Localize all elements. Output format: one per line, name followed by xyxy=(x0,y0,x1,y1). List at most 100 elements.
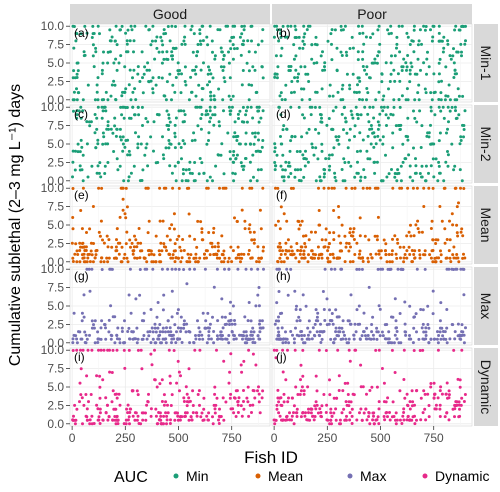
data-point xyxy=(155,35,159,39)
data-point xyxy=(393,371,397,374)
data-point xyxy=(217,87,221,91)
data-point xyxy=(204,319,208,323)
data-point xyxy=(179,91,183,95)
data-point xyxy=(458,337,462,341)
data-point xyxy=(182,319,186,323)
data-point xyxy=(109,94,113,98)
data-point xyxy=(464,24,467,28)
data-point xyxy=(165,418,169,422)
data-point xyxy=(429,109,433,113)
data-point xyxy=(250,83,254,87)
data-point xyxy=(246,319,250,323)
data-point xyxy=(315,315,319,319)
data-point xyxy=(418,28,422,32)
data-point xyxy=(350,186,354,190)
data-point xyxy=(371,32,375,36)
data-point xyxy=(194,337,198,341)
data-point xyxy=(109,304,113,308)
data-point xyxy=(448,219,451,223)
panel-label: (a) xyxy=(74,26,89,40)
data-point xyxy=(107,256,111,260)
data-point xyxy=(253,131,257,135)
data-point xyxy=(72,333,76,337)
data-point xyxy=(419,146,423,149)
data-point xyxy=(356,83,359,87)
data-point xyxy=(398,50,402,54)
data-point xyxy=(403,322,407,326)
data-point xyxy=(199,415,203,419)
data-point xyxy=(239,404,243,408)
data-point xyxy=(374,142,378,146)
data-point xyxy=(151,267,155,271)
data-point xyxy=(348,359,352,363)
data-point xyxy=(248,223,252,227)
data-point xyxy=(346,381,350,385)
data-point xyxy=(460,179,464,183)
data-point xyxy=(149,79,153,83)
data-point xyxy=(145,68,149,72)
data-point xyxy=(232,337,236,341)
data-point xyxy=(279,54,283,58)
data-point xyxy=(275,403,279,407)
data-point xyxy=(228,312,232,316)
data-point xyxy=(451,253,455,257)
data-point xyxy=(122,341,126,345)
data-point xyxy=(256,168,260,172)
data-point xyxy=(314,35,318,39)
data-point xyxy=(232,153,235,157)
data-point xyxy=(256,267,260,271)
data-point xyxy=(113,418,117,422)
data-point xyxy=(257,304,261,308)
data-point xyxy=(249,330,253,334)
data-point xyxy=(451,407,455,411)
data-point xyxy=(279,253,283,256)
data-point xyxy=(162,393,166,397)
data-point xyxy=(154,83,158,87)
data-point xyxy=(274,54,278,58)
data-point xyxy=(462,267,466,271)
data-point xyxy=(107,127,110,131)
data-point xyxy=(423,28,427,32)
data-point xyxy=(143,153,147,157)
data-point xyxy=(315,389,319,393)
data-point xyxy=(175,238,179,241)
data-point xyxy=(369,142,373,146)
data-point xyxy=(174,267,178,271)
data-point xyxy=(129,311,133,315)
data-point xyxy=(151,76,155,80)
data-point xyxy=(114,407,118,411)
data-point xyxy=(220,234,224,238)
data-point xyxy=(273,168,277,172)
data-point xyxy=(174,25,177,28)
data-point xyxy=(289,65,293,68)
data-point xyxy=(388,418,392,422)
data-point xyxy=(208,80,211,84)
data-point xyxy=(260,396,264,400)
data-point xyxy=(323,168,327,172)
data-point xyxy=(413,256,417,260)
data-point xyxy=(210,245,214,249)
data-point xyxy=(272,35,276,39)
data-point xyxy=(411,341,415,345)
data-point xyxy=(281,168,285,172)
data-point xyxy=(75,407,79,411)
data-point xyxy=(211,315,214,319)
data-point xyxy=(227,267,231,271)
data-point xyxy=(287,175,291,179)
data-point xyxy=(458,168,462,172)
data-point xyxy=(185,392,189,396)
data-point xyxy=(127,415,131,419)
y-tick-label: 10.0 xyxy=(41,19,65,33)
data-point xyxy=(292,422,296,426)
data-point xyxy=(130,389,134,393)
data-point xyxy=(284,83,288,87)
data-point xyxy=(131,414,135,418)
data-point xyxy=(235,47,239,50)
data-point xyxy=(72,98,76,102)
data-point xyxy=(396,241,400,245)
data-point xyxy=(431,260,435,264)
data-point xyxy=(416,91,420,95)
data-point xyxy=(398,105,402,109)
data-point xyxy=(70,241,74,245)
data-point xyxy=(319,113,323,117)
